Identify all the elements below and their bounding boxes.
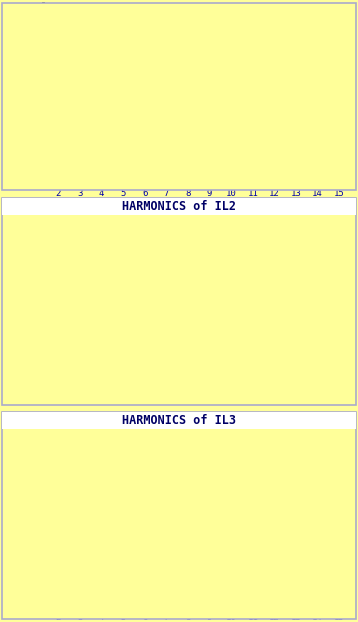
Bar bbox=[73, 600, 87, 608]
Bar bbox=[203, 389, 217, 393]
Text: 1: 1 bbox=[293, 170, 299, 179]
Text: HARMONICS of IL3: HARMONICS of IL3 bbox=[122, 414, 236, 427]
Text: 0: 0 bbox=[315, 383, 320, 392]
Text: 0: 0 bbox=[272, 174, 277, 182]
Bar bbox=[159, 146, 173, 184]
Text: 2: 2 bbox=[55, 376, 61, 384]
Text: 0: 0 bbox=[228, 174, 234, 182]
Text: 41: 41 bbox=[118, 445, 129, 454]
Bar bbox=[224, 604, 238, 608]
Text: 3: 3 bbox=[293, 372, 299, 381]
Text: 1: 1 bbox=[99, 379, 104, 388]
Text: 5: 5 bbox=[77, 364, 82, 373]
Bar bbox=[137, 389, 152, 393]
Bar bbox=[246, 589, 260, 608]
Text: 10: 10 bbox=[161, 346, 171, 355]
Text: 4: 4 bbox=[77, 159, 82, 167]
Text: 1: 1 bbox=[315, 593, 320, 603]
Text: 10: 10 bbox=[161, 136, 171, 145]
Bar bbox=[159, 356, 173, 393]
Bar bbox=[246, 165, 260, 184]
Bar bbox=[332, 593, 346, 608]
Bar bbox=[116, 455, 130, 608]
Bar bbox=[181, 604, 195, 608]
Bar bbox=[203, 604, 217, 608]
Text: 0: 0 bbox=[315, 174, 320, 182]
Text: 2: 2 bbox=[77, 590, 82, 599]
Bar bbox=[289, 180, 303, 184]
Text: 0: 0 bbox=[207, 174, 212, 182]
Bar bbox=[116, 267, 130, 393]
Text: 0: 0 bbox=[55, 597, 61, 606]
Bar bbox=[181, 389, 195, 393]
Bar bbox=[116, 52, 130, 184]
Bar bbox=[94, 389, 108, 393]
Text: 5: 5 bbox=[250, 155, 256, 164]
Bar bbox=[332, 389, 346, 393]
Text: 1: 1 bbox=[185, 379, 190, 388]
Text: 4: 4 bbox=[337, 582, 342, 592]
Text: 0: 0 bbox=[185, 174, 190, 182]
Bar bbox=[311, 604, 325, 608]
Text: 0: 0 bbox=[228, 383, 234, 392]
Text: 1: 1 bbox=[207, 593, 212, 603]
Text: 5: 5 bbox=[250, 364, 256, 373]
Text: 2: 2 bbox=[293, 590, 299, 599]
Text: 1: 1 bbox=[272, 593, 277, 603]
Text: 3: 3 bbox=[337, 162, 342, 171]
Text: 1: 1 bbox=[228, 593, 234, 603]
Bar bbox=[246, 375, 260, 393]
Bar bbox=[94, 604, 108, 608]
Text: HARMONICS of IL2: HARMONICS of IL2 bbox=[122, 200, 236, 213]
Text: 1: 1 bbox=[99, 593, 104, 603]
Bar bbox=[159, 567, 173, 608]
Bar bbox=[267, 604, 281, 608]
Text: 34: 34 bbox=[118, 257, 129, 266]
Text: 1: 1 bbox=[142, 379, 147, 388]
Bar bbox=[73, 375, 87, 393]
Text: 0: 0 bbox=[142, 597, 147, 606]
Bar bbox=[51, 177, 65, 184]
Text: 1: 1 bbox=[185, 593, 190, 603]
Text: 0: 0 bbox=[142, 174, 147, 182]
Text: 1: 1 bbox=[207, 379, 212, 388]
Bar bbox=[289, 383, 303, 393]
Text: 0: 0 bbox=[99, 174, 104, 182]
Bar bbox=[73, 169, 87, 184]
Text: 5: 5 bbox=[250, 578, 256, 588]
Text: 11: 11 bbox=[161, 556, 171, 565]
Text: 2: 2 bbox=[55, 166, 61, 175]
Bar bbox=[332, 173, 346, 184]
Text: 0: 0 bbox=[272, 383, 277, 392]
Text: 35: 35 bbox=[118, 42, 129, 50]
Bar bbox=[51, 386, 65, 393]
Bar bbox=[289, 600, 303, 608]
Text: 1: 1 bbox=[337, 379, 342, 388]
